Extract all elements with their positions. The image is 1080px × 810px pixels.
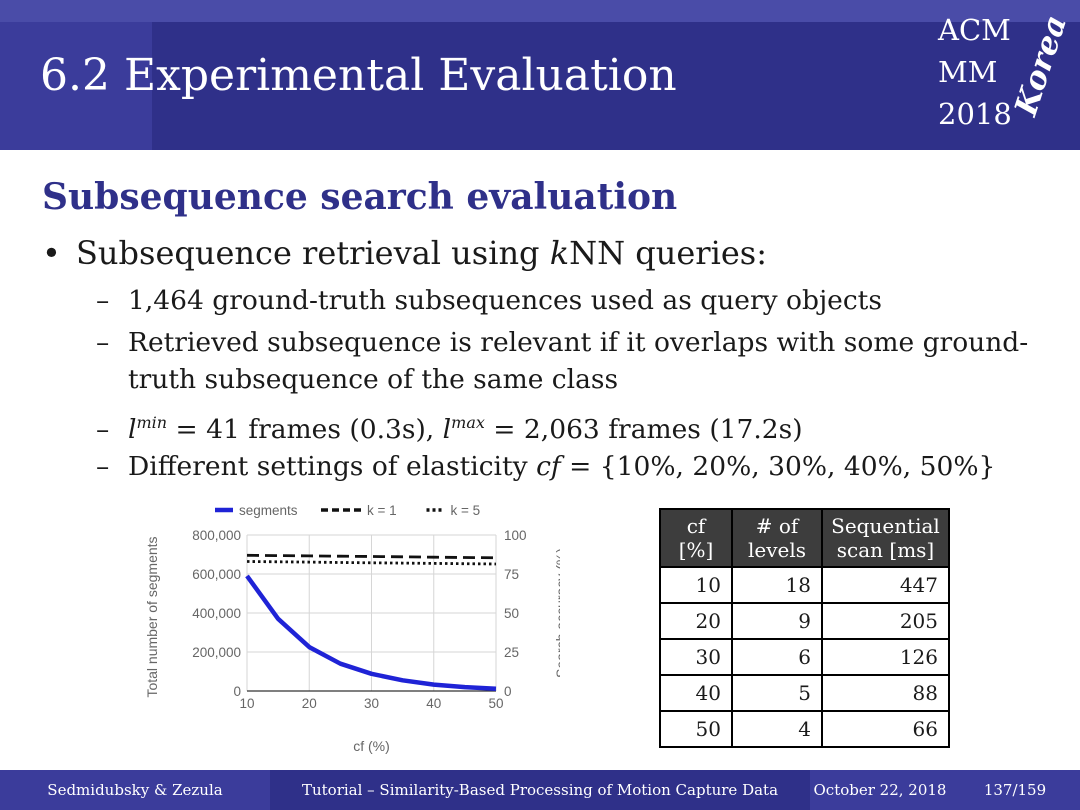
table-cell: 9 xyxy=(731,602,823,640)
lmax-symbol: l xyxy=(442,413,452,445)
y-axis-label: Total number of segments xyxy=(144,536,160,697)
table-row: 10 18 447 xyxy=(659,566,950,604)
table-cell: 50 xyxy=(659,710,733,748)
table-header-scan: Sequential scan [ms] xyxy=(821,508,950,568)
subbullet-1: –1,464 ground-truth subsequences used as… xyxy=(96,285,882,316)
table-cell: 30 xyxy=(659,638,733,676)
x-tick-label: 40 xyxy=(426,696,441,711)
bullet-dot: • xyxy=(42,234,61,272)
series-line-k-1 xyxy=(246,553,497,560)
table-cell: 6 xyxy=(731,638,823,676)
table-row: 30 6 126 xyxy=(659,638,950,676)
subbullet-3-end: = 2,063 frames (17.2s) xyxy=(484,413,803,445)
logo-year: 2018 xyxy=(938,97,1012,131)
table-cell: 447 xyxy=(821,566,950,604)
y-tick-label: 0 xyxy=(233,684,241,699)
table-cell: 10 xyxy=(659,566,733,604)
bullet-text-prefix: Subsequence retrieval using xyxy=(76,234,550,272)
subbullet-4: – Different settings of elasticity cf = {… xyxy=(96,451,996,482)
legend-label: segments xyxy=(239,503,298,518)
section-title: Subsequence search evaluation xyxy=(42,176,678,218)
main-bullet: • Subsequence retrieval using kNN queries… xyxy=(42,234,767,272)
table-cell: 4 xyxy=(731,710,823,748)
x-tick-label: 10 xyxy=(239,696,254,711)
lmin-sup: min xyxy=(136,413,168,432)
footer-date: October 22, 2018 xyxy=(810,770,950,810)
table-row: 50 4 66 xyxy=(659,710,950,748)
x-tick-label: 50 xyxy=(488,696,503,711)
slide-title: 6.2 Experimental Evaluation xyxy=(40,50,677,101)
x-tick-label: 30 xyxy=(364,696,379,711)
table-cell: 40 xyxy=(659,674,733,712)
table-cell: 5 xyxy=(731,674,823,712)
legend-label: k = 5 xyxy=(451,503,481,518)
lmin-symbol: l xyxy=(128,413,137,445)
footer-page-number: 137/159 xyxy=(950,770,1080,810)
subbullet-2-line2: truth subsequence of the same class xyxy=(128,364,619,395)
table-row: 20 9 205 xyxy=(659,602,950,640)
subbullet-2: – Retrieved subsequence is relevant if it… xyxy=(96,324,1028,398)
footer-talk-title: Tutorial – Similarity-Based Processing o… xyxy=(301,781,779,799)
bullet-text-suffix: NN queries: xyxy=(569,234,767,272)
y-tick-label: 200,000 xyxy=(192,645,241,660)
table-cell: 205 xyxy=(821,602,950,640)
y-tick-label: 600,000 xyxy=(192,567,241,582)
footer-authors: Sedmidubsky & Zezula xyxy=(0,770,270,810)
header-block xyxy=(152,22,1080,150)
table-cell: 20 xyxy=(659,602,733,640)
table-row: 40 5 88 xyxy=(659,674,950,712)
acm-mm-logo: ACM MM 2018 Korea xyxy=(938,11,1074,139)
y2-tick-label: 25 xyxy=(504,645,519,660)
y2-axis-label: Search accuracy (%) xyxy=(553,548,560,678)
subbullet-3-mid: = 41 frames (0.3s), xyxy=(167,413,443,445)
subbullet-4-suffix: = {10%, 20%, 30%, 40%, 50%} xyxy=(560,451,996,482)
table-header-row: cf [%] # of levels Sequential scan [ms] xyxy=(659,508,950,568)
header-stripe xyxy=(0,0,1080,22)
subbullet-3: – lmin = 41 frames (0.3s), lmax = 2,063 f… xyxy=(96,413,803,445)
logo-acm: ACM xyxy=(938,13,1011,47)
table-header-cf: cf [%] xyxy=(659,508,733,568)
x-axis-label: cf (%) xyxy=(353,738,390,754)
y2-tick-label: 50 xyxy=(504,606,519,621)
y2-tick-label: 75 xyxy=(504,567,519,582)
subbullet-2-line1: Retrieved subsequence is relevant if it … xyxy=(128,327,1029,358)
subbullet-1-text: 1,464 ground-truth subsequences used as … xyxy=(128,285,882,316)
subbullet-4-cf: cf xyxy=(536,451,561,482)
table-cell: 18 xyxy=(731,566,823,604)
lmax-sup: max xyxy=(451,413,485,432)
subbullet-4-prefix: Different settings of elasticity xyxy=(128,451,537,482)
y-tick-label: 800,000 xyxy=(192,528,241,543)
table-cell: 66 xyxy=(821,710,950,748)
series-line-segments xyxy=(245,574,497,691)
y2-tick-label: 0 xyxy=(504,684,512,699)
x-tick-label: 20 xyxy=(302,696,317,711)
table-header-levels: # of levels xyxy=(731,508,823,568)
cf-levels-table: cf [%] # of levels Sequential scan [ms] 10 … xyxy=(659,508,950,748)
logo-mm: MM xyxy=(938,55,998,89)
bullet-text-k: k xyxy=(549,234,570,272)
y-tick-label: 400,000 xyxy=(192,606,241,621)
logo-korea-script: Korea xyxy=(1008,10,1075,121)
y2-tick-label: 100 xyxy=(504,528,527,543)
table-cell: 88 xyxy=(821,674,950,712)
segments-accuracy-chart: 0 200,000 400,000 600,000 800,000 0 25 50 75 100 1… xyxy=(144,503,560,754)
legend-label: k = 1 xyxy=(367,503,397,518)
table-cell: 126 xyxy=(821,638,950,676)
